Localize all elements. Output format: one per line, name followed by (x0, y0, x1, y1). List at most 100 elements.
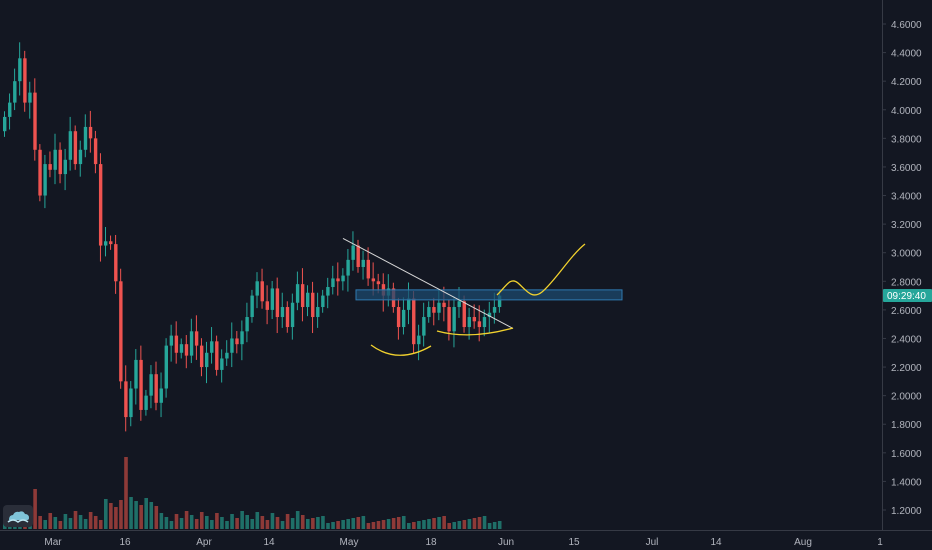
volume-bar (427, 519, 431, 529)
candle-body (240, 331, 244, 345)
candle-body (487, 312, 492, 318)
volume-bar (265, 520, 270, 529)
volume-bar (452, 522, 457, 529)
candle-body (174, 335, 179, 353)
candle-body (432, 307, 436, 313)
volume-bar (326, 523, 330, 529)
volume-bar (407, 523, 411, 529)
candle-body (164, 345, 168, 389)
candle-body (220, 358, 224, 370)
candle-body (361, 259, 365, 267)
price-tick-label: 4.0000 (891, 106, 922, 117)
candle-body (376, 281, 381, 285)
price-tick-label: 1.8000 (891, 420, 922, 431)
volume-bar (33, 489, 37, 529)
candle-body (184, 344, 189, 356)
price-tick-label: 3.8000 (891, 134, 922, 145)
volume-bar (83, 519, 88, 529)
volume-bar (457, 521, 462, 529)
candle-body (290, 302, 295, 328)
volume-bar (275, 517, 280, 529)
time-axis: Mar 16 Apr 14 May 18 Jun 15 Jul 14 Aug 1 (0, 530, 932, 548)
time-tick-label: 16 (119, 537, 131, 548)
candle-body (235, 338, 239, 345)
volume-bar (134, 501, 138, 529)
volume-bar (68, 518, 73, 529)
candle-body (83, 126, 88, 150)
candle-body (437, 302, 441, 313)
cloud-icon (7, 511, 29, 523)
candle-body (285, 307, 290, 328)
candle-body (129, 388, 133, 418)
volume-bar (235, 518, 239, 529)
left-shoulder-arc (370, 344, 432, 356)
candle-body (154, 374, 158, 403)
candle-body (199, 345, 204, 368)
candle-body (326, 287, 330, 296)
candle-body (53, 149, 57, 170)
candle-body (149, 374, 153, 396)
candle-body (58, 149, 62, 175)
volume-bar (48, 513, 53, 529)
candle-body (144, 395, 148, 410)
right-base-arc (436, 327, 514, 336)
price-tick-label: 4.4000 (891, 49, 922, 60)
candle-body (194, 331, 199, 346)
candle-body (442, 302, 446, 308)
candle-body (134, 359, 138, 389)
volume-bar (492, 522, 497, 529)
volume-bar (63, 514, 68, 529)
candle-body (447, 307, 451, 332)
volume-bar (78, 515, 83, 529)
candle-body (467, 317, 471, 328)
volume-bar (199, 512, 204, 529)
volume-bar (98, 520, 103, 529)
candle-body (13, 81, 17, 103)
volume-bar (149, 502, 154, 529)
candle-body (245, 317, 249, 332)
price-tick-label: 3.2000 (891, 220, 922, 231)
logo-badge[interactable] (3, 505, 33, 527)
volume-bar (331, 522, 335, 529)
price-axis: 4.6000 4.4000 4.2000 4.0000 3.8000 3.6000 3.40… (882, 0, 922, 530)
candle-body (477, 321, 482, 328)
volume-bar (361, 516, 366, 529)
price-candles (3, 42, 502, 432)
volume-bar (220, 517, 224, 529)
candle-body (457, 301, 461, 308)
time-tick-label: Aug (794, 537, 812, 548)
price-tick-label: 2.0000 (891, 392, 922, 403)
volume-bar (144, 498, 148, 529)
candle-body (396, 307, 401, 328)
candle-body (230, 338, 234, 353)
volume-bar (336, 521, 340, 529)
price-tick-label: 2.8000 (891, 277, 922, 288)
volume-bar (205, 516, 209, 529)
volume-bar (290, 518, 295, 529)
volume-bar (139, 505, 143, 529)
volume-bar (412, 522, 416, 529)
volume-bar (437, 517, 441, 529)
time-tick-label: 18 (425, 537, 437, 548)
volume-bar (366, 523, 371, 529)
candle-body (189, 331, 194, 356)
volume-bar (245, 515, 249, 529)
volume-bar (321, 516, 325, 529)
volume-bar (422, 520, 426, 529)
volume-bar (114, 507, 118, 529)
candle-body (68, 131, 73, 160)
candle-body (250, 295, 254, 318)
volume-bar (88, 512, 93, 529)
volume-bar (240, 511, 244, 529)
volume-bar (391, 518, 396, 529)
time-tick-label: 1 (877, 537, 883, 548)
candle-body (351, 245, 355, 260)
time-tick-label: 14 (263, 537, 275, 548)
candle-body (492, 307, 497, 313)
price-tick-label: 2.4000 (891, 334, 922, 345)
candle-body (28, 92, 32, 103)
volume-bar (169, 521, 174, 529)
candle-body (356, 245, 360, 267)
candle-body (371, 278, 376, 282)
candle-body (210, 341, 214, 353)
